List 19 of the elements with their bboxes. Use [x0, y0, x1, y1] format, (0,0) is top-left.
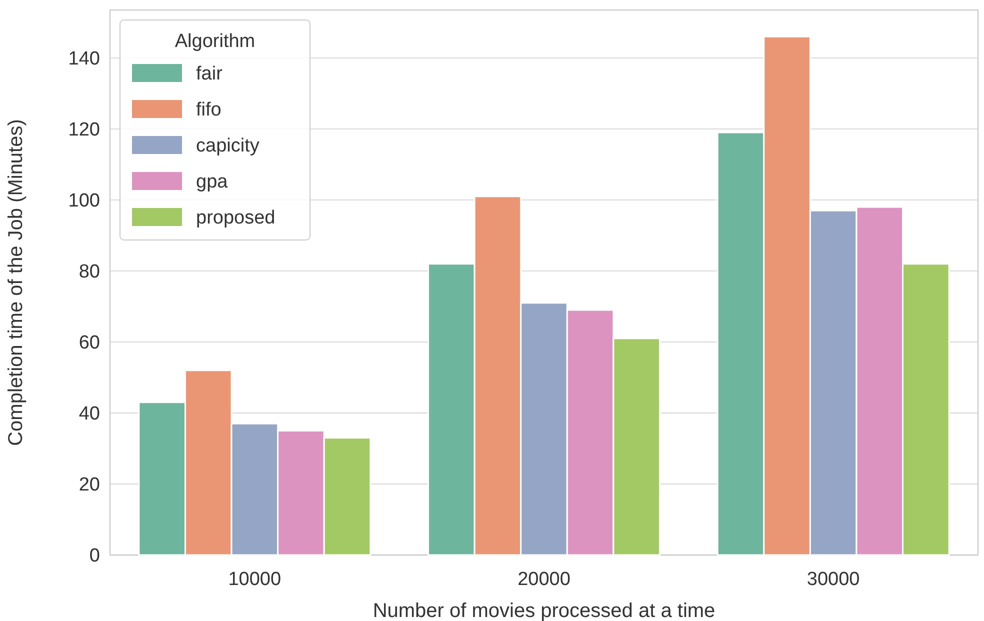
y-tick-label: 0: [89, 546, 100, 567]
x-axis-title: Number of movies processed at a time: [372, 600, 716, 621]
legend-label: proposed: [196, 208, 276, 229]
y-tick-label: 100: [68, 190, 100, 212]
y-tick-label: 60: [78, 332, 100, 354]
legend-label: gpa: [196, 172, 228, 193]
legend-label: fifo: [196, 100, 222, 121]
legend-title: Algorithm: [174, 31, 256, 52]
y-tick-label: 80: [78, 262, 100, 283]
y-tick-label: 40: [78, 404, 100, 425]
y-tick-label: 120: [68, 120, 100, 141]
x-tick-label: 20000: [518, 569, 570, 590]
x-tick-label: 30000: [806, 569, 860, 590]
x-tick-label: 10000: [228, 569, 282, 590]
legend-label: fair: [196, 64, 224, 85]
y-axis-title: Completion time of the Job (Minutes): [5, 119, 27, 446]
y-tick-label: 20: [78, 474, 100, 496]
legend-label: capicity: [196, 136, 260, 157]
y-tick-label: 140: [68, 48, 100, 70]
